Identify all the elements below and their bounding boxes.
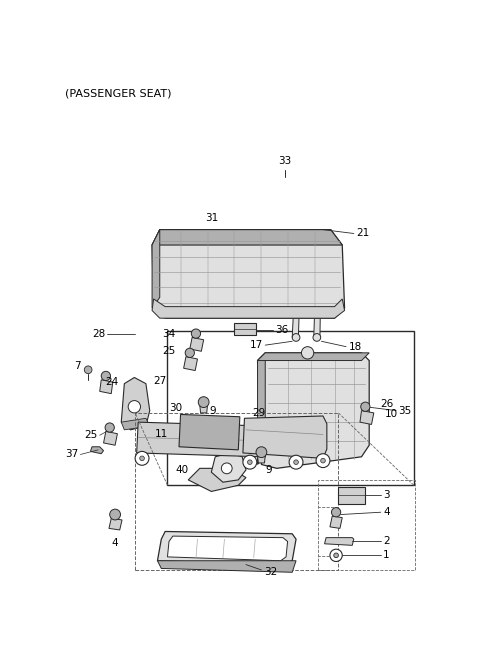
- Bar: [318, 480, 415, 570]
- Text: 34: 34: [162, 329, 175, 338]
- Circle shape: [192, 329, 201, 338]
- Polygon shape: [200, 405, 207, 413]
- Polygon shape: [243, 416, 327, 459]
- Circle shape: [313, 334, 321, 341]
- Polygon shape: [360, 411, 374, 424]
- Circle shape: [140, 456, 144, 461]
- Circle shape: [361, 402, 370, 411]
- Text: 27: 27: [154, 377, 167, 386]
- Text: 11: 11: [155, 428, 168, 439]
- Text: 18: 18: [348, 342, 361, 352]
- Text: 32: 32: [264, 567, 277, 577]
- Bar: [135, 413, 338, 570]
- Text: 36: 36: [275, 325, 288, 335]
- Bar: [234, 323, 256, 335]
- Polygon shape: [258, 353, 369, 468]
- Polygon shape: [137, 422, 264, 457]
- Text: (PASSENGER SEAT): (PASSENGER SEAT): [65, 89, 171, 99]
- Polygon shape: [281, 234, 288, 253]
- Text: 9: 9: [265, 465, 272, 475]
- Polygon shape: [330, 516, 342, 528]
- Text: 21: 21: [356, 228, 369, 239]
- Polygon shape: [188, 468, 246, 491]
- Polygon shape: [324, 538, 354, 545]
- Text: 3: 3: [383, 490, 390, 501]
- Polygon shape: [258, 353, 369, 361]
- Text: 40: 40: [175, 465, 188, 475]
- Polygon shape: [121, 377, 150, 430]
- Polygon shape: [179, 415, 240, 450]
- Polygon shape: [157, 531, 296, 565]
- Polygon shape: [100, 380, 113, 394]
- Polygon shape: [152, 230, 160, 308]
- Circle shape: [289, 455, 303, 469]
- Text: 33: 33: [278, 157, 291, 167]
- Polygon shape: [104, 432, 118, 445]
- Bar: [168, 331, 414, 485]
- Text: 10: 10: [384, 409, 398, 419]
- Polygon shape: [168, 536, 288, 561]
- Text: 7: 7: [74, 361, 81, 371]
- Text: 25: 25: [162, 346, 175, 356]
- Polygon shape: [157, 561, 296, 572]
- Circle shape: [321, 459, 325, 463]
- Polygon shape: [109, 518, 122, 530]
- Circle shape: [301, 346, 314, 359]
- Text: 29: 29: [252, 408, 265, 418]
- Polygon shape: [184, 357, 197, 371]
- Polygon shape: [292, 291, 300, 337]
- Circle shape: [110, 509, 120, 520]
- Text: 1: 1: [383, 550, 390, 560]
- Text: 37: 37: [65, 449, 78, 459]
- Polygon shape: [152, 230, 345, 318]
- Circle shape: [334, 553, 338, 558]
- Circle shape: [84, 366, 92, 374]
- Text: 17: 17: [250, 340, 263, 350]
- Circle shape: [105, 423, 114, 432]
- Text: 31: 31: [205, 213, 218, 224]
- Text: 2: 2: [383, 536, 390, 546]
- Text: 24: 24: [105, 377, 119, 387]
- Text: 25: 25: [84, 430, 97, 440]
- Bar: [338, 487, 365, 504]
- Circle shape: [248, 460, 252, 464]
- Polygon shape: [281, 230, 338, 287]
- Text: 26: 26: [381, 400, 394, 409]
- Text: 4: 4: [112, 538, 119, 548]
- Polygon shape: [152, 230, 342, 245]
- Polygon shape: [258, 455, 265, 463]
- Circle shape: [243, 455, 257, 469]
- Circle shape: [135, 451, 149, 465]
- Text: 35: 35: [398, 405, 412, 416]
- Circle shape: [198, 397, 209, 407]
- Text: 9: 9: [210, 405, 216, 416]
- Circle shape: [332, 508, 341, 517]
- Circle shape: [294, 460, 299, 464]
- Circle shape: [316, 454, 330, 468]
- Text: 28: 28: [92, 329, 105, 338]
- Circle shape: [128, 401, 141, 413]
- Circle shape: [221, 463, 232, 474]
- Polygon shape: [152, 299, 345, 318]
- Polygon shape: [190, 337, 204, 352]
- Polygon shape: [211, 453, 246, 482]
- Text: 30: 30: [169, 403, 182, 413]
- Polygon shape: [314, 291, 321, 337]
- Text: 4: 4: [383, 507, 390, 517]
- Circle shape: [101, 371, 110, 380]
- Circle shape: [330, 549, 342, 562]
- Circle shape: [292, 334, 300, 341]
- Circle shape: [256, 447, 267, 458]
- Polygon shape: [90, 447, 104, 454]
- Polygon shape: [121, 419, 150, 430]
- Polygon shape: [258, 353, 265, 464]
- Circle shape: [185, 348, 194, 358]
